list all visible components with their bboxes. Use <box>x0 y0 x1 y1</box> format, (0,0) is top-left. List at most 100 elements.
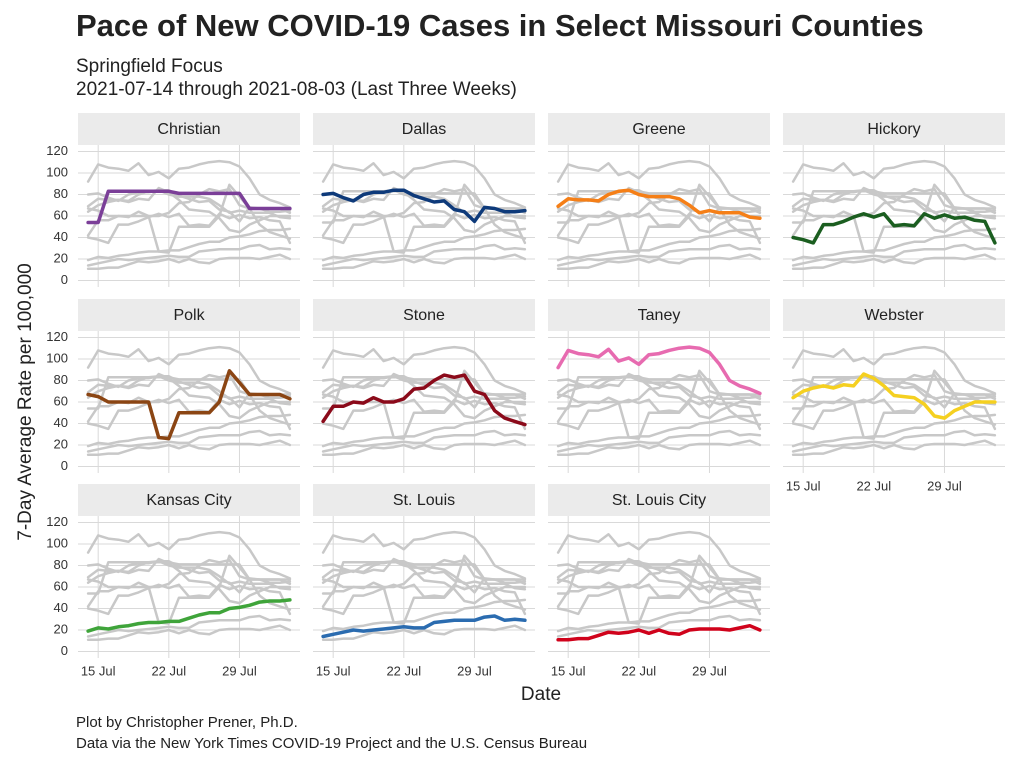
context-line <box>556 243 762 267</box>
context-line <box>791 243 997 267</box>
x-tick-label: 15 Jul <box>81 663 116 678</box>
context-line <box>791 186 997 234</box>
strip <box>548 484 770 516</box>
context-line <box>791 398 997 431</box>
context-line <box>556 413 762 448</box>
context-line <box>86 243 292 267</box>
y-tick-label: 0 <box>61 272 68 287</box>
context-line <box>556 598 762 633</box>
context-line <box>86 159 292 209</box>
context-line <box>86 227 292 262</box>
y-tick-label: 20 <box>54 436 68 451</box>
context-line <box>86 372 292 420</box>
context-line <box>321 253 527 270</box>
context-line <box>556 429 762 453</box>
y-tick-label: 80 <box>54 186 68 201</box>
caption: Data via the New York Times COVID-19 Pro… <box>76 735 587 752</box>
context-line <box>321 413 527 448</box>
x-axis-label: Date <box>521 684 561 705</box>
y-tick-label: 80 <box>54 557 68 572</box>
chart-title: Pace of New COVID-19 Cases in Select Mis… <box>76 8 924 43</box>
context-line <box>556 227 762 262</box>
context-line <box>321 583 527 616</box>
context-line <box>321 429 527 453</box>
context-line <box>556 557 762 605</box>
context-line <box>86 624 292 641</box>
context-line <box>556 159 762 209</box>
y-tick-label: 100 <box>46 535 68 550</box>
context-line <box>791 373 997 426</box>
context-line <box>556 373 762 426</box>
context-line <box>86 557 292 605</box>
series-line <box>556 188 762 220</box>
context-line <box>321 398 527 431</box>
y-tick-label: 100 <box>46 164 68 179</box>
strip <box>78 484 300 516</box>
y-tick-label: 80 <box>54 372 68 387</box>
strip <box>313 113 535 145</box>
chart-subtitle: 2021-07-14 through 2021-08-03 (Last Thre… <box>76 79 517 100</box>
context-line <box>321 159 527 209</box>
series-line <box>86 598 292 633</box>
context-line <box>321 227 527 262</box>
strip-text: Taney <box>638 307 681 324</box>
x-tick-label: 29 Jul <box>927 478 962 493</box>
strip-text: Dallas <box>402 121 446 138</box>
series-line <box>86 189 292 225</box>
context-line <box>556 530 762 580</box>
strip <box>313 484 535 516</box>
x-tick-label: 22 Jul <box>151 663 186 678</box>
context-line <box>86 583 292 616</box>
x-tick-label: 15 Jul <box>786 478 821 493</box>
context-line <box>86 614 292 638</box>
strip-text: Kansas City <box>146 492 231 509</box>
x-tick-label: 15 Jul <box>551 663 586 678</box>
context-line <box>86 558 292 611</box>
y-tick-label: 60 <box>54 578 68 593</box>
y-tick-label: 40 <box>54 415 68 430</box>
series-line <box>556 623 762 642</box>
context-line <box>556 187 762 240</box>
context-line <box>556 439 762 456</box>
series-line <box>321 614 527 639</box>
context-line <box>321 557 527 605</box>
context-line <box>791 159 997 209</box>
context-line <box>791 187 997 240</box>
context-line <box>86 187 292 240</box>
context-line <box>321 345 527 395</box>
context-line <box>321 187 527 240</box>
context-line <box>86 439 292 456</box>
strip-text: Hickory <box>867 121 920 138</box>
strip <box>783 299 1005 331</box>
series-line <box>321 373 527 427</box>
context-line <box>321 598 527 633</box>
context-line <box>791 429 997 453</box>
strip <box>313 299 535 331</box>
context-line <box>321 212 527 245</box>
context-line <box>791 253 997 270</box>
context-line <box>321 530 527 580</box>
strip <box>78 113 300 145</box>
context-line <box>321 439 527 456</box>
caption: Plot by Christopher Prener, Ph.D. <box>76 714 298 731</box>
series-line <box>791 212 997 245</box>
strip-text: Christian <box>157 121 220 138</box>
series-line <box>86 369 292 441</box>
context-line <box>556 212 762 245</box>
context-line <box>86 345 292 395</box>
strip-text: Webster <box>864 307 924 324</box>
y-tick-label: 0 <box>61 458 68 473</box>
y-tick-label: 60 <box>54 207 68 222</box>
x-tick-label: 29 Jul <box>222 663 257 678</box>
y-tick-label: 0 <box>61 643 68 658</box>
y-tick-label: 60 <box>54 393 68 408</box>
chart-subtitle: Springfield Focus <box>76 56 223 77</box>
series-line <box>556 345 762 396</box>
strip-text: Greene <box>632 121 685 138</box>
context-line <box>86 212 292 245</box>
context-line <box>321 243 527 267</box>
context-line <box>791 227 997 262</box>
strip-text: Stone <box>403 307 445 324</box>
series-line <box>791 372 997 420</box>
strip <box>78 299 300 331</box>
